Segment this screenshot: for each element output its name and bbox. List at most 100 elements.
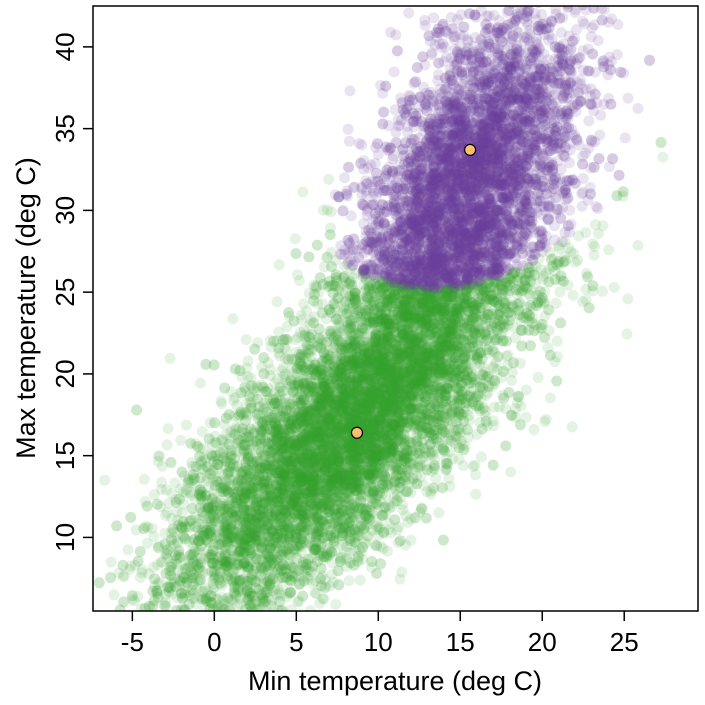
purple-cluster-point (388, 186, 400, 198)
green-cluster-point (313, 474, 325, 486)
green-cluster-point (265, 491, 277, 503)
purple-cluster-point (545, 15, 557, 27)
green-cluster-point (308, 453, 320, 465)
green-cluster-point (438, 331, 450, 343)
purple-cluster-point (473, 81, 485, 93)
green-cluster-point (270, 506, 282, 518)
green-cluster-point (408, 321, 420, 333)
green-cluster-point (396, 312, 408, 324)
green-cluster-point (428, 403, 440, 415)
purple-cluster-point (463, 154, 475, 166)
green-cluster-point (346, 358, 358, 370)
purple-cluster-point (479, 256, 491, 268)
purple-cluster-point (493, 178, 504, 190)
purple-cluster-point (460, 179, 472, 190)
purple-cluster-point (459, 114, 471, 126)
purple-cluster-point (551, 177, 563, 189)
purple-cluster-point (538, 111, 550, 122)
green-cluster-point (366, 398, 378, 410)
purple-cluster-point (531, 207, 543, 218)
purple-cluster-point (418, 266, 430, 278)
green-cluster-point (450, 355, 462, 367)
green-cluster-point (251, 460, 263, 472)
green-cluster-point (196, 512, 208, 524)
green-cluster-point (265, 438, 277, 450)
green-cluster-point (407, 463, 419, 475)
purple-cluster-point (519, 36, 531, 48)
green-cluster-point (414, 403, 426, 415)
purple-cluster-point (464, 259, 476, 271)
green-cluster-point (274, 410, 286, 422)
purple-cluster-point (441, 218, 452, 230)
purple-cluster-point (405, 258, 417, 270)
green-cluster-point (391, 359, 403, 371)
purple-cluster-point (469, 181, 480, 193)
green-cluster-point (269, 417, 280, 429)
green-cluster-point (324, 344, 336, 356)
purple-cluster-point (540, 161, 552, 173)
purple-cluster-point (408, 171, 420, 183)
purple-cluster-point (540, 69, 551, 81)
purple-cluster-point (455, 66, 467, 78)
purple-cluster-point (483, 131, 495, 143)
green-cluster-point (312, 478, 324, 490)
purple-cluster-point (572, 86, 584, 98)
purple-cluster-point (565, 66, 577, 78)
green-cluster-point (368, 410, 380, 422)
green-cluster-point (334, 516, 346, 528)
purple-cluster-point (435, 152, 447, 164)
purple-cluster-point (514, 45, 526, 57)
purple-cluster-point (511, 175, 523, 187)
purple-cluster-point (443, 160, 455, 172)
purple-cluster-point (559, 151, 571, 163)
green-cluster-point (515, 287, 527, 299)
green-cluster-point (324, 481, 336, 493)
green-cluster-point (339, 361, 351, 373)
purple-cluster-point (500, 161, 512, 173)
green-cluster-point (193, 513, 205, 525)
green-cluster-point (402, 380, 414, 392)
purple-cluster-point (439, 169, 451, 181)
purple-cluster-point (449, 252, 461, 264)
purple-cluster-point (520, 198, 532, 209)
green-cluster-point (359, 367, 371, 379)
green-cluster-point (553, 259, 565, 271)
purple-cluster-point (533, 187, 545, 199)
purple-cluster-point (457, 216, 469, 228)
green-cluster-point (430, 340, 442, 352)
green-cluster-point (227, 313, 239, 325)
purple-cluster-point (480, 139, 492, 151)
purple-cluster-point (408, 268, 420, 280)
green-cluster-point (459, 309, 471, 321)
green-cluster-point (316, 454, 328, 466)
green-cluster-point (394, 357, 406, 369)
green-cluster-point (459, 385, 471, 397)
green-cluster-point (441, 295, 453, 306)
purple-cluster-point (396, 223, 408, 235)
green-cluster-point (288, 464, 300, 475)
green-cluster-point (376, 404, 388, 416)
purple-cluster-point (500, 253, 512, 265)
green-cluster-point (392, 355, 404, 367)
green-cluster-point (423, 445, 435, 457)
purple-cluster-point (439, 113, 451, 125)
green-cluster-point (298, 419, 310, 430)
green-cluster-point (423, 288, 435, 300)
green-cluster-point (413, 282, 425, 294)
green-cluster-point (452, 291, 464, 303)
green-cluster-point (256, 495, 268, 507)
green-cluster-point (178, 498, 190, 510)
purple-cluster-point (459, 105, 471, 117)
green-cluster-point (347, 387, 359, 399)
green-cluster-point (207, 578, 219, 590)
green-cluster-point (352, 382, 364, 394)
purple-cluster-point (460, 277, 472, 289)
green-cluster-point (444, 294, 456, 306)
green-cluster-point (536, 318, 548, 330)
green-cluster-point (410, 297, 422, 308)
purple-cluster-point (412, 193, 424, 205)
green-cluster-point (396, 302, 408, 314)
purple-cluster-point (503, 127, 515, 139)
green-cluster-point (367, 472, 379, 484)
purple-cluster-point (435, 265, 447, 277)
